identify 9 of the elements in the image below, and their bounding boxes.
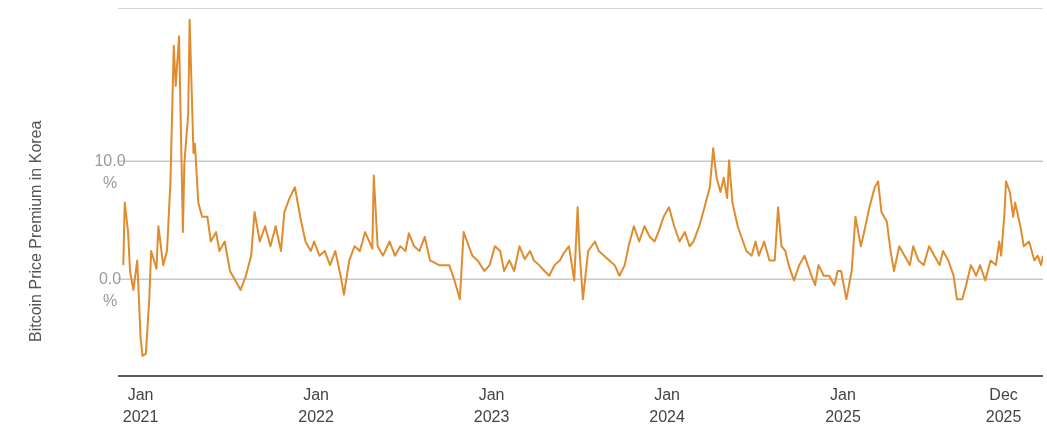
y-tick-label: 10.0 % <box>94 152 126 192</box>
x-tick-label: Jan 2023 <box>473 386 510 425</box>
x-tick-label: Jan 2025 <box>825 386 861 425</box>
x-tick-label: Jan 2024 <box>649 386 685 425</box>
x-tick-label: Jan 2021 <box>122 386 159 425</box>
x-tick-label: Dec 2025 <box>985 386 1022 425</box>
y-axis-title: Bitcoin Price Premium in Korea <box>26 120 44 342</box>
y-tick-label: 0.0 % <box>98 270 122 310</box>
x-tick-label: Jan 2022 <box>298 386 334 425</box>
